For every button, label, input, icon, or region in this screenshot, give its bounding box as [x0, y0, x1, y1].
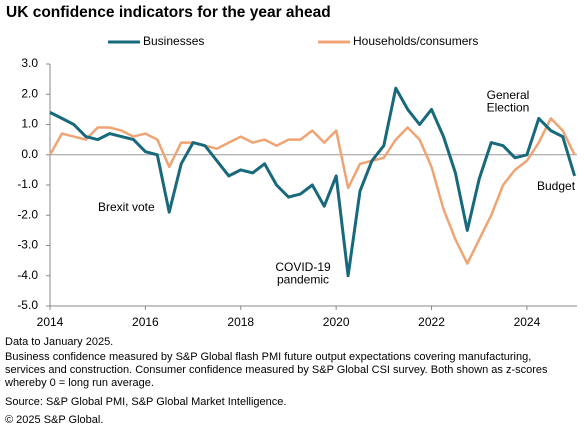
y-tick-label: -2.0 — [17, 207, 38, 221]
series-line — [48, 117, 576, 265]
x-tick-label: 2020 — [323, 315, 350, 329]
series-line — [49, 86, 577, 278]
x-tick-label: 2016 — [132, 315, 159, 329]
legend-label: Households/consumers — [353, 34, 478, 48]
x-tick-label: 2014 — [37, 315, 64, 329]
y-tick-label: -3.0 — [17, 238, 38, 252]
y-tick-label: 2.0 — [21, 86, 38, 100]
footnote: © 2025 S&P Global. — [5, 414, 103, 426]
annotation: Brexit vote — [98, 200, 155, 214]
y-tick-label: -1.0 — [17, 177, 38, 191]
chart-title: UK confidence indicators for the year ah… — [6, 4, 331, 21]
legend-label: Businesses — [143, 34, 204, 48]
annotation: pandemic — [277, 273, 329, 287]
y-tick-label: 0.0 — [21, 147, 38, 161]
x-tick-label: 2018 — [227, 315, 254, 329]
annotation: Election — [487, 101, 530, 115]
annotation: General — [487, 88, 530, 102]
y-tick-label: -5.0 — [17, 298, 38, 312]
y-tick-label: -4.0 — [17, 268, 38, 282]
annotation: Budget — [537, 179, 576, 193]
x-tick-label: 2024 — [514, 315, 541, 329]
footnote: Data to January 2025. — [5, 336, 113, 348]
x-tick-label: 2022 — [418, 315, 445, 329]
footnote: whereby 0 = long run average. — [4, 377, 154, 389]
footnote: Business confidence measured by S&P Glob… — [5, 351, 531, 363]
annotation: COVID-19 — [275, 260, 331, 274]
footnote: Source: S&P Global PMI, S&P Global Marke… — [5, 396, 286, 408]
y-tick-label: 3.0 — [21, 56, 38, 70]
footnote: services and construction. Consumer conf… — [5, 364, 548, 376]
y-tick-label: 1.0 — [21, 117, 38, 131]
